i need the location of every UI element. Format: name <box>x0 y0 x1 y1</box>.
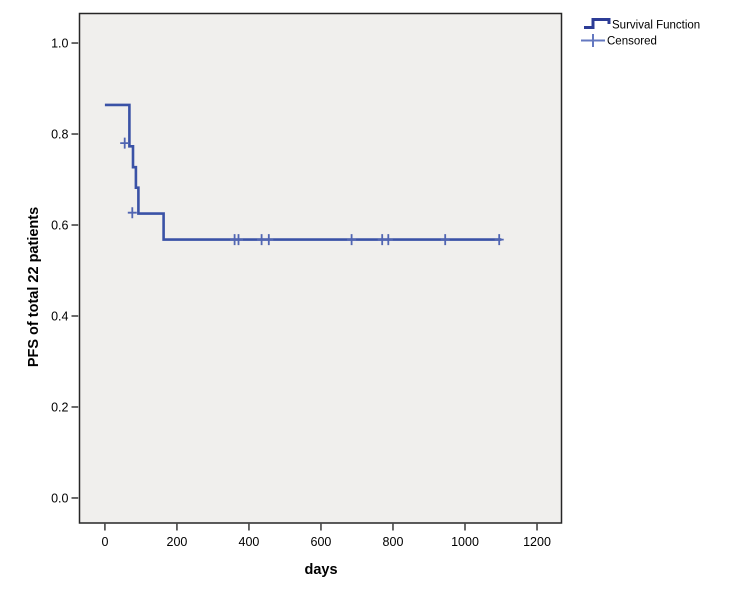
y-tick-label: 0.2 <box>51 400 68 414</box>
x-tick-label: 0 <box>101 535 108 549</box>
x-tick-label: 400 <box>239 535 260 549</box>
x-axis: 0 200 400 600 800 1000 1200 <box>101 523 551 549</box>
y-axis: 0.0 0.2 0.4 0.6 0.8 1.0 <box>51 36 79 505</box>
y-tick-label: 0.4 <box>51 309 68 323</box>
x-tick-label: 1000 <box>451 535 479 549</box>
survival-function-step-icon <box>584 18 611 29</box>
legend: Survival Function Censored <box>581 18 700 48</box>
y-axis-title: PFS of total 22 patients <box>26 207 42 367</box>
legend-label-censored: Censored <box>607 36 657 48</box>
y-tick-label: 0.8 <box>51 127 68 141</box>
y-tick-label: 0.6 <box>51 218 68 232</box>
x-axis-title: days <box>304 562 337 578</box>
y-tick-label: 0.0 <box>51 491 68 505</box>
censored-plus-mark <box>234 234 243 246</box>
legend-label-survival-function: Survival Function <box>612 20 700 32</box>
x-tick-label: 200 <box>167 535 188 549</box>
censored-plus-mark <box>347 234 357 246</box>
censored-plus-mark <box>494 234 504 246</box>
censored-marks <box>120 137 504 246</box>
censored-plus-icon <box>581 34 605 47</box>
censored-plus-mark <box>127 207 137 219</box>
censored-plus-mark <box>383 234 393 246</box>
x-tick-label: 600 <box>311 535 332 549</box>
censored-plus-mark <box>440 234 450 246</box>
plot-area <box>78 12 563 524</box>
censored-plus-mark <box>120 137 130 149</box>
x-tick-label: 1200 <box>523 535 551 549</box>
survival-curve <box>104 103 502 241</box>
x-tick-label: 800 <box>383 535 404 549</box>
censored-plus-mark <box>264 234 274 246</box>
y-tick-label: 1.0 <box>51 36 68 50</box>
